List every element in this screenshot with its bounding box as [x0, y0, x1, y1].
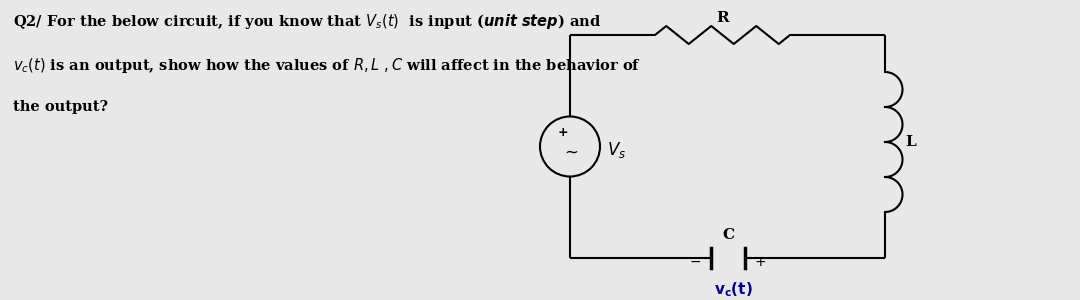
- Text: +: +: [755, 255, 767, 269]
- Text: Q2/ For the below circuit, if you know that $V_s(t)$  is input ($\bfit{unit\ ste: Q2/ For the below circuit, if you know t…: [13, 12, 602, 31]
- Text: C: C: [721, 228, 734, 242]
- Text: $v_c(t)$ is an output, show how the values of $R, L\ ,C$ will affect in the beha: $v_c(t)$ is an output, show how the valu…: [13, 56, 642, 75]
- Text: $V_s$: $V_s$: [607, 140, 626, 160]
- Text: the output?: the output?: [13, 100, 108, 114]
- Text: $\mathbf{v_c(t)}$: $\mathbf{v_c(t)}$: [714, 280, 753, 299]
- Text: −: −: [689, 255, 701, 269]
- Text: R: R: [716, 11, 729, 25]
- Text: ~: ~: [564, 143, 578, 161]
- Text: +: +: [557, 126, 568, 139]
- Text: L: L: [905, 135, 916, 149]
